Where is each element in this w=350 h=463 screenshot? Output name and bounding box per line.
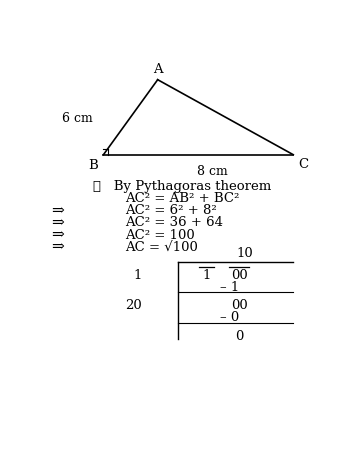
Text: ⇒: ⇒	[51, 240, 64, 254]
Text: 1: 1	[202, 269, 211, 282]
Text: AC² = 100: AC² = 100	[125, 228, 195, 241]
Text: 00: 00	[231, 299, 247, 312]
Text: AC² = AB² + BC²: AC² = AB² + BC²	[125, 192, 239, 205]
Text: AC² = 6² + 8²: AC² = 6² + 8²	[125, 204, 217, 217]
Text: 0: 0	[235, 330, 243, 343]
Text: A: A	[153, 63, 162, 76]
Text: ∴   By Pythagoras theorem: ∴ By Pythagoras theorem	[92, 179, 271, 192]
Text: AC² = 36 + 64: AC² = 36 + 64	[125, 216, 223, 229]
Text: B: B	[88, 158, 98, 171]
Text: – 1: – 1	[220, 280, 239, 293]
Text: C: C	[298, 157, 308, 170]
Text: 1: 1	[133, 269, 141, 282]
Text: ⇒: ⇒	[51, 227, 64, 242]
Text: ⇒: ⇒	[51, 215, 64, 229]
Text: 8 cm: 8 cm	[197, 164, 227, 177]
Text: 10: 10	[236, 246, 253, 259]
Text: 6 cm: 6 cm	[62, 112, 92, 125]
Text: 20: 20	[125, 299, 141, 312]
Text: ⇒: ⇒	[51, 203, 64, 217]
Text: AC = √100: AC = √100	[125, 240, 198, 253]
Text: – 0: – 0	[220, 310, 239, 323]
Text: 00: 00	[231, 269, 247, 282]
